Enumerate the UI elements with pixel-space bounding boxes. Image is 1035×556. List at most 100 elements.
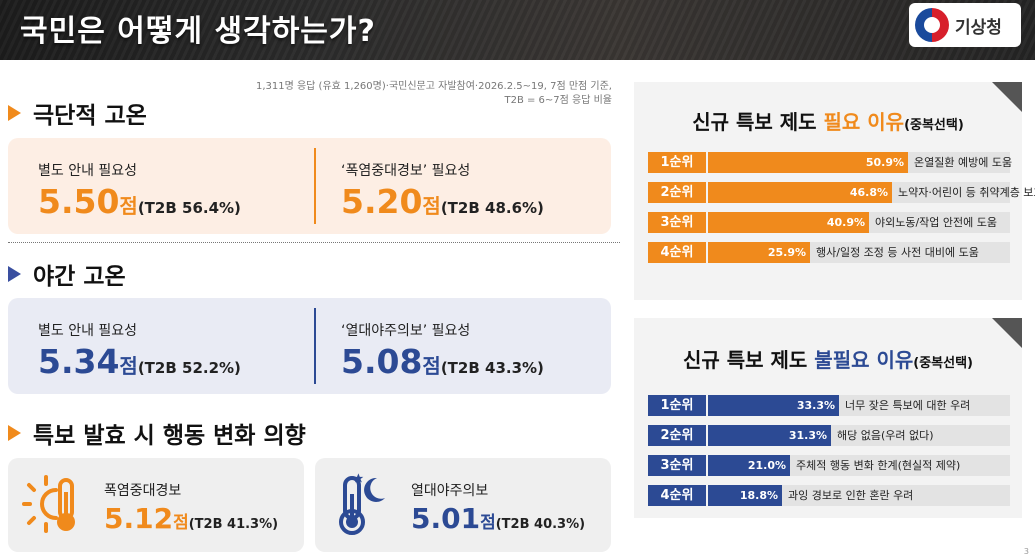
bar-percent-label: 50.9% — [865, 156, 904, 169]
corner-fold — [992, 318, 1022, 348]
bar-fill — [708, 182, 892, 203]
score-value: 5.08점(T2B 43.3%) — [341, 342, 544, 381]
score-number: 5.01 — [411, 502, 481, 535]
bar-track — [708, 485, 1010, 506]
rank-badge: 3순위 — [648, 455, 706, 476]
rank-row: 4순위 18.8% 과잉 경보로 인한 혼란 우려 — [648, 485, 1010, 506]
bar-fill — [708, 152, 908, 173]
t2b-value: (T2B 56.4%) — [137, 199, 241, 217]
rank-badge: 1순위 — [648, 395, 706, 416]
bar-percent-label: 46.8% — [849, 186, 888, 199]
bar-fill — [708, 455, 790, 476]
score-value: 5.01점(T2B 40.3%) — [411, 502, 585, 535]
panel-title-highlight: 필요 이유 — [823, 110, 905, 134]
section-divider — [8, 242, 620, 243]
panel-title: 신규 특보 제도 필요 이유(중복선택) — [634, 106, 1022, 135]
corner-fold — [992, 82, 1022, 112]
behavior-box-tropical-night: 열대야주의보 5.01점(T2B 40.3%) — [315, 458, 611, 552]
rank-badge: 4순위 — [648, 485, 706, 506]
rank-badge: 2순위 — [648, 182, 706, 203]
triangle-bullet-icon — [8, 425, 21, 441]
score-unit: 점 — [119, 194, 138, 218]
survey-note-line1: 1,311명 응답 (유효 1,260명)·국민신문고 자발참여·2026.2.… — [255, 81, 612, 92]
section-heading-behavior: 특보 발효 시 행동 변화 의향 — [8, 416, 306, 450]
score-label: 별도 안내 필요성 — [38, 323, 138, 339]
bar-fill — [708, 425, 831, 446]
panel-title-note: (중복선택) — [904, 118, 964, 133]
score-label: 열대야주의보 — [411, 483, 489, 499]
bar-fill — [708, 212, 869, 233]
noneed-reasons-panel: 신규 특보 제도 불필요 이유(중복선택) 1순위 33.3% 너무 잦은 특보에 … — [634, 318, 1022, 518]
score-card: 별도 안내 필요성 5.50점(T2B 56.4%) — [38, 160, 241, 221]
panel-title-text: 신규 특보 제도 — [683, 348, 815, 372]
bar-percent-label: 21.0% — [747, 459, 786, 472]
score-value: 5.20점(T2B 48.6%) — [341, 182, 544, 221]
section-title: 특보 발효 시 행동 변화 의향 — [33, 423, 306, 449]
score-card: ‘폭염중대경보’ 필요성 5.20점(T2B 48.6%) — [341, 160, 544, 221]
rank-badge: 1순위 — [648, 152, 706, 173]
score-number: 5.50 — [38, 182, 120, 221]
reason-label: 온열질환 예방에 도움 — [914, 156, 1013, 169]
reason-label: 주체적 행동 변화 한계(현실적 제약) — [796, 459, 961, 472]
score-card: 별도 안내 필요성 5.34점(T2B 52.2%) — [38, 320, 241, 381]
score-value: 5.50점(T2B 56.4%) — [38, 182, 241, 221]
reason-label: 너무 잦은 특보에 대한 우려 — [845, 399, 971, 412]
t2b-value: (T2B 43.3%) — [440, 359, 544, 377]
rank-row: 1순위 50.9% 온열질환 예방에 도움 — [648, 152, 1013, 173]
bar-percent-label: 25.9% — [767, 246, 806, 259]
section-heading-extreme-heat: 극단적 고온 — [8, 96, 147, 130]
survey-note-line2: T2B = 6~7점 응답 비율 — [504, 95, 612, 106]
rank-badge: 2순위 — [648, 425, 706, 446]
divider — [314, 148, 316, 224]
section-title: 극단적 고온 — [33, 103, 147, 129]
score-card: 열대야주의보 5.01점(T2B 40.3%) — [411, 480, 585, 535]
extreme-heat-box: 별도 안내 필요성 5.50점(T2B 56.4%) ‘폭염중대경보’ 필요성 … — [8, 138, 611, 234]
logo-text: 기상청 — [955, 17, 1002, 38]
header-banner: 국민은 어떻게 생각하는가? 기상청 — [0, 0, 1035, 60]
triangle-bullet-icon — [8, 266, 21, 282]
survey-note: 1,311명 응답 (유효 1,260명)·국민신문고 자발참여·2026.2.… — [250, 80, 612, 108]
score-unit: 점 — [480, 513, 496, 533]
score-unit: 점 — [422, 194, 441, 218]
section-heading-night-heat: 야간 고온 — [8, 257, 126, 291]
need-reasons-panel: 신규 특보 제도 필요 이유(중복선택) 1순위 50.9% 온열질환 예방에 도움… — [634, 82, 1035, 300]
panel-title-note: (중복선택) — [913, 356, 973, 371]
rank-row: 1순위 33.3% 너무 잦은 특보에 대한 우려 — [648, 395, 1010, 416]
behavior-box-heat-warning: 폭염중대경보 5.12점(T2B 41.3%) — [8, 458, 304, 552]
t2b-value: (T2B 40.3%) — [495, 517, 586, 532]
t2b-value: (T2B 52.2%) — [137, 359, 241, 377]
reason-label: 해당 없음(우려 없다) — [837, 429, 934, 442]
score-label: ‘폭염중대경보’ 필요성 — [341, 163, 471, 179]
reason-label: 야외노동/작업 안전에 도움 — [875, 216, 998, 229]
night-heat-box: 별도 안내 필요성 5.34점(T2B 52.2%) ‘열대야주의보’ 필요성 … — [8, 298, 611, 394]
bar-fill — [708, 395, 839, 416]
t2b-value: (T2B 41.3%) — [188, 517, 279, 532]
score-unit: 점 — [173, 513, 189, 533]
bar-fill — [708, 485, 782, 506]
score-value: 5.12점(T2B 41.3%) — [104, 502, 278, 535]
score-number: 5.12 — [104, 502, 174, 535]
bar-percent-label: 33.3% — [796, 399, 835, 412]
score-number: 5.20 — [341, 182, 423, 221]
panel-title: 신규 특보 제도 불필요 이유(중복선택) — [634, 344, 1022, 373]
reason-label: 행사/일정 조정 등 사전 대비에 도움 — [816, 246, 979, 259]
score-number: 5.08 — [341, 342, 423, 381]
score-label: ‘열대야주의보’ 필요성 — [341, 323, 471, 339]
score-unit: 점 — [422, 354, 441, 378]
score-label: 폭염중대경보 — [104, 483, 182, 499]
page-title: 국민은 어떻게 생각하는가? — [20, 14, 376, 49]
bar-percent-label: 18.8% — [739, 489, 778, 502]
panel-title-text: 신규 특보 제도 — [692, 110, 824, 134]
bar-percent-label: 40.9% — [826, 216, 865, 229]
taegeuk-logo-icon — [915, 8, 949, 42]
divider — [314, 308, 316, 384]
score-card: ‘열대야주의보’ 필요성 5.08점(T2B 43.3%) — [341, 320, 544, 381]
kma-logo: 기상청 — [909, 3, 1021, 47]
score-unit: 점 — [119, 354, 138, 378]
reason-label: 노약자·어린이 등 취약계층 보호에 도움 — [898, 186, 1035, 199]
rank-row: 4순위 25.9% 행사/일정 조정 등 사전 대비에 도움 — [648, 242, 1010, 263]
bar-percent-label: 31.3% — [788, 429, 827, 442]
rank-badge: 4순위 — [648, 242, 706, 263]
rank-badge: 3순위 — [648, 212, 706, 233]
bar-fill — [708, 242, 810, 263]
